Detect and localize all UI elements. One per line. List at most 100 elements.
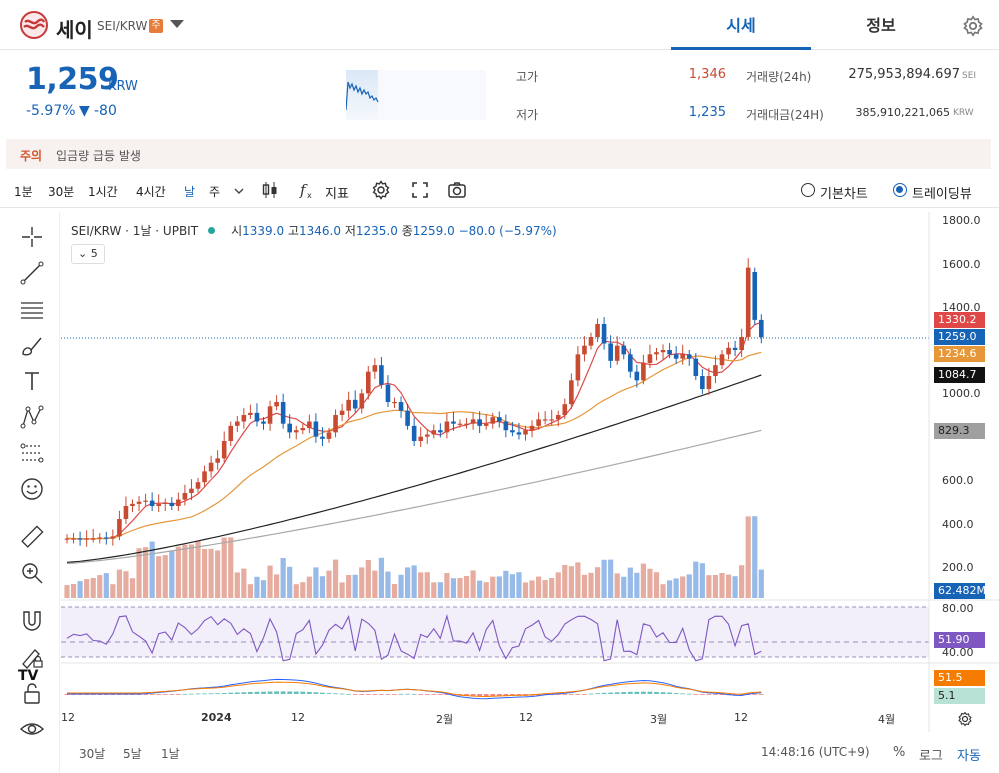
timeframe-day[interactable]: 날 <box>184 185 196 199</box>
macd-hist-bar <box>195 693 201 695</box>
candle <box>470 419 476 424</box>
legend-open: 1339.0 <box>242 224 285 238</box>
candle <box>136 501 142 504</box>
candle <box>228 425 234 442</box>
volume-bar <box>221 537 227 598</box>
price-tick: 1800.0 <box>942 214 981 227</box>
indicators-button[interactable]: 지표 <box>325 187 349 202</box>
timeframe-week[interactable]: 주 <box>209 185 221 199</box>
volume-bar <box>503 570 509 598</box>
candle-type-icon[interactable] <box>260 180 280 200</box>
volume-bar <box>110 584 116 598</box>
candle <box>176 499 181 507</box>
volume-bar <box>739 565 745 598</box>
macd-hist-bar <box>686 693 692 695</box>
macd-hist-bar <box>385 694 391 695</box>
eye-icon[interactable] <box>19 716 45 742</box>
radio-basic-chart[interactable] <box>801 183 815 197</box>
zoom-icon[interactable] <box>19 560 45 586</box>
candle <box>464 423 469 425</box>
macd-hist-bar <box>189 693 194 695</box>
indicator-collapse-button[interactable]: ⌄ 5 <box>71 244 105 264</box>
volume-bar <box>509 574 515 598</box>
basic-chart-label[interactable]: 기본차트 <box>820 187 868 202</box>
macd-hist-bar <box>601 692 607 694</box>
camera-icon[interactable] <box>447 180 467 200</box>
timeframe-30m[interactable]: 30분 <box>48 185 75 199</box>
macd-hist-bar <box>267 691 273 694</box>
volume-bar <box>522 582 529 598</box>
macd-hist-bar <box>248 691 253 694</box>
candle <box>542 419 548 421</box>
candle <box>647 354 653 364</box>
drawing-toolbar <box>0 212 60 773</box>
volume-bar <box>188 544 195 598</box>
volume-bar <box>568 566 574 598</box>
volume-bar <box>477 580 483 598</box>
tradingview-label[interactable]: 트레이딩뷰 <box>912 187 972 202</box>
chevron-down-icon[interactable] <box>232 184 246 198</box>
candle <box>457 423 463 425</box>
volume-bar <box>496 576 502 598</box>
candle <box>359 393 365 409</box>
candle <box>215 458 220 463</box>
volume-bar <box>614 573 620 598</box>
volume-bar <box>536 576 542 598</box>
price-chart-canvas[interactable] <box>61 212 999 732</box>
axis-settings-gear-icon[interactable] <box>957 711 973 727</box>
smiley-icon[interactable] <box>19 476 45 502</box>
radio-tradingview[interactable] <box>893 183 907 197</box>
macd-hist-bar <box>405 693 410 695</box>
timeframe-1m[interactable]: 1분 <box>14 185 33 199</box>
macd-hist-bar <box>693 694 699 695</box>
lock-drawing-icon[interactable] <box>19 644 45 670</box>
candle <box>739 337 744 351</box>
gear-icon[interactable] <box>962 15 984 37</box>
candle <box>385 384 391 403</box>
candle <box>333 415 338 433</box>
brush-icon[interactable] <box>19 332 45 358</box>
range-1d[interactable]: 1날 <box>161 747 180 761</box>
candle <box>745 267 751 338</box>
trend-line-icon[interactable] <box>19 260 45 286</box>
notice-tag: 주의 <box>20 149 43 163</box>
text-icon[interactable] <box>19 368 45 394</box>
auto-scale-button[interactable]: 자동 <box>957 749 981 764</box>
macd-hist-bar <box>352 694 358 695</box>
magnet-icon[interactable] <box>19 608 45 634</box>
macd-hist-bar <box>274 691 279 694</box>
timeframe-4h[interactable]: 4시간 <box>136 185 166 199</box>
candle <box>608 343 613 361</box>
fullscreen-icon[interactable] <box>410 180 430 200</box>
ruler-icon[interactable] <box>19 524 45 550</box>
horizontal-lines-icon[interactable] <box>19 296 45 322</box>
candle <box>326 432 332 439</box>
volume-value: 275,953,894.697 <box>848 67 960 82</box>
candle <box>84 538 89 540</box>
tab-quote[interactable]: 시세 <box>671 0 811 50</box>
tab-info[interactable]: 정보 <box>866 16 896 35</box>
pattern-icon[interactable] <box>19 404 45 430</box>
volume-bar <box>457 578 463 598</box>
candle <box>90 538 96 540</box>
low-value: 1,235 <box>688 105 726 120</box>
warning-badge: 주 <box>149 19 163 33</box>
volume-bar <box>378 557 384 598</box>
range-30d[interactable]: 30날 <box>79 747 106 761</box>
log-scale-button[interactable]: 로그 <box>919 749 943 764</box>
volume-bar <box>594 567 601 598</box>
unlock-icon[interactable] <box>19 680 45 706</box>
percent-scale-button[interactable]: % <box>893 745 906 760</box>
candle <box>438 430 443 433</box>
macd-hist-bar <box>234 692 240 694</box>
settings-gear-icon[interactable] <box>371 180 391 200</box>
range-5d[interactable]: 5날 <box>123 747 142 761</box>
volume-bar <box>280 558 286 598</box>
timeframe-1h[interactable]: 1시간 <box>88 185 118 199</box>
fib-levels-icon[interactable] <box>19 440 45 466</box>
volume-bar <box>516 572 522 598</box>
crosshair-icon[interactable] <box>19 224 45 250</box>
coin-dropdown-icon[interactable] <box>170 20 184 28</box>
trading-chart[interactable]: SEI/KRW · 1날 · UPBIT 시1339.0 고1346.0 저123… <box>61 212 999 773</box>
